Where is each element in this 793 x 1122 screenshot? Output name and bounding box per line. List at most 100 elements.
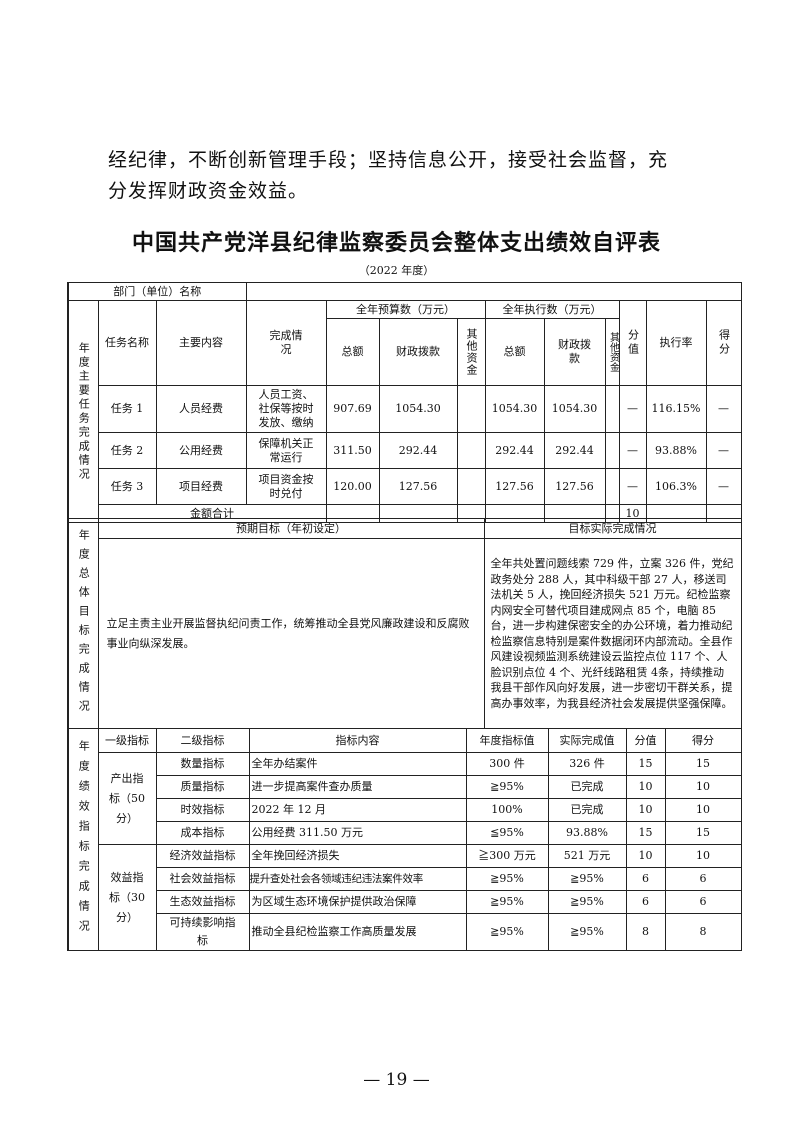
header-budget-other: 其他资金 xyxy=(456,318,486,386)
header-done: 完成情况 xyxy=(245,300,327,386)
target: ≧95% xyxy=(465,913,549,951)
budget-fiscal: 292.44 xyxy=(378,432,458,469)
task-content: 公用经费 xyxy=(155,432,247,469)
dept-value xyxy=(245,282,742,301)
budget-other xyxy=(456,432,486,469)
target: 100% xyxy=(465,798,549,822)
exec-total: 1054.30 xyxy=(484,385,545,433)
goal-table: 年度总体目标完成情况 预期目标（年初设定） 目标实际完成情况 立足主责主业开展监… xyxy=(67,518,742,729)
target: ≧95% xyxy=(465,890,549,914)
section-label-indicators: 年度绩效指标完成情况 xyxy=(67,728,99,951)
header-exec-total: 总额 xyxy=(484,318,545,386)
task-name: 任务 1 xyxy=(97,385,157,433)
indicator-row: 社会效益指标 提升查处社会各领域违纪违法案件效率 ≧95% ≧95% 6 6 xyxy=(68,867,742,891)
budget-fiscal: 1054.30 xyxy=(378,385,458,433)
exec-rate: 106.3% xyxy=(645,468,707,505)
task-done: 项目资金按时兑付 xyxy=(245,468,327,505)
score: — xyxy=(705,385,742,433)
indicator-content: 为区域生态环境保护提供政治保障 xyxy=(248,890,467,914)
exec-total: 127.56 xyxy=(484,468,545,505)
exec-fiscal: 127.56 xyxy=(543,468,606,505)
header-exec-other: 其他资金 xyxy=(604,318,620,386)
budget-fiscal: 127.56 xyxy=(378,468,458,505)
header-score: 得分 xyxy=(664,728,742,753)
header-exec-fiscal: 财政拨款 xyxy=(543,318,606,386)
target: ≦95% xyxy=(465,821,549,845)
score: 10 xyxy=(664,775,742,799)
budget-total: 907.69 xyxy=(325,385,380,433)
header-score-value: 分值 xyxy=(618,300,647,386)
header-budget: 全年预算数（万元） xyxy=(325,300,486,319)
level2: 质量指标 xyxy=(155,775,250,799)
level2: 时效指标 xyxy=(155,798,250,822)
task-row: 任务 2 公用经费 保障机关正常运行 311.50 292.44 292.44 … xyxy=(68,432,742,469)
exec-fiscal: 292.44 xyxy=(543,432,606,469)
indicator-content: 全年挽回经济损失 xyxy=(248,844,467,868)
header-budget-fiscal: 财政拨款 xyxy=(378,318,458,386)
task-done: 保障机关正常运行 xyxy=(245,432,327,469)
task-content: 项目经费 xyxy=(155,468,247,505)
actual: ≧95% xyxy=(547,890,627,914)
header-indicator-content: 指标内容 xyxy=(248,728,467,753)
header-content: 主要内容 xyxy=(155,300,247,386)
score-value: 10 xyxy=(625,798,666,822)
score: — xyxy=(705,432,742,469)
indicator-content: 公用经费 311.50 万元 xyxy=(248,821,467,845)
actual: 已完成 xyxy=(547,775,627,799)
actual: 93.88% xyxy=(547,821,627,845)
task-name: 任务 2 xyxy=(97,432,157,469)
score-value: 6 xyxy=(625,867,666,891)
task-name: 任务 3 xyxy=(97,468,157,505)
header-task: 任务名称 xyxy=(97,300,157,386)
exec-other xyxy=(604,468,620,505)
budget-other xyxy=(456,468,486,505)
group-benefit: 效益指标（30分） xyxy=(97,844,157,951)
actual: 326 件 xyxy=(547,752,627,776)
score-value: 6 xyxy=(625,890,666,914)
indicator-row: 可持续影响指标 推动全县纪检监察工作高质量发展 ≧95% ≧95% 8 8 xyxy=(68,913,742,951)
dept-label: 部门（单位）名称 xyxy=(66,282,247,301)
exec-rate: 93.88% xyxy=(645,432,707,469)
document-title: 中国共产党洋县纪律监察委员会整体支出绩效自评表 xyxy=(131,230,661,256)
exec-fiscal: 1054.30 xyxy=(543,385,606,433)
indicator-row: 成本指标 公用经费 311.50 万元 ≦95% 93.88% 15 15 xyxy=(68,821,742,845)
indicator-row: 效益指标（30分） 经济效益指标 全年挽回经济损失 ≧300 万元 521 万元 10 1… xyxy=(68,844,742,951)
actual: ≧95% xyxy=(547,913,627,951)
level2: 生态效益指标 xyxy=(155,890,250,914)
actual: 已完成 xyxy=(547,798,627,822)
level2: 社会效益指标 xyxy=(155,867,250,891)
actual: 521 万元 xyxy=(547,844,627,868)
indicator-table: 年度绩效指标完成情况 一级指标 二级指标 指标内容 年度指标值 实际完成值 分值… xyxy=(67,728,742,951)
score: — xyxy=(705,468,742,505)
header-goal: 预期目标（年初设定） xyxy=(97,518,485,539)
score-value: 8 xyxy=(625,913,666,951)
indicator-content: 全年办结案件 xyxy=(248,752,467,776)
task-table: 部门（单位）名称 年度主要任务完成情况 任务名称 主要内容 完成情况 全年预算数… xyxy=(66,282,742,523)
actual-text: 全年共处置问题线索 729 件，立案 326 件，党纪政务处分 288 人，其中… xyxy=(483,538,742,729)
indicator-content: 推动全县纪检监察工作高质量发展 xyxy=(248,913,467,951)
target: ≧300 万元 xyxy=(465,844,549,868)
score: 15 xyxy=(664,752,742,776)
target: ≧95% xyxy=(465,775,549,799)
indicator-row: 时效指标 2022 年 12 月 100% 已完成 10 10 xyxy=(68,798,742,822)
indicator-content: 提升查处社会各领域违纪违法案件效率 xyxy=(248,867,467,891)
exec-other xyxy=(604,432,620,469)
score-value: — xyxy=(618,468,647,505)
header-level2: 二级指标 xyxy=(155,728,250,753)
score: 6 xyxy=(664,890,742,914)
header-score: 得分 xyxy=(705,300,742,386)
budget-other xyxy=(456,385,486,433)
level2: 可持续影响指标 xyxy=(155,913,250,951)
score: 15 xyxy=(664,821,742,845)
page-number: — 19 — xyxy=(363,1070,430,1090)
header-level1: 一级指标 xyxy=(97,728,157,753)
exec-total: 292.44 xyxy=(484,432,545,469)
indicator-content: 进一步提高案件查办质量 xyxy=(248,775,467,799)
goal-text: 立足主责主业开展监督执纪问责工作，统筹推动全县党风廉政建设和反腐败事业向纵深发展… xyxy=(97,538,485,729)
indicator-row: 质量指标 进一步提高案件查办质量 ≧95% 已完成 10 10 xyxy=(68,775,742,799)
budget-total: 120.00 xyxy=(325,468,380,505)
score-value: 15 xyxy=(625,752,666,776)
indicator-row: 生态效益指标 为区域生态环境保护提供政治保障 ≧95% ≧95% 6 6 xyxy=(68,890,742,914)
header-rate: 执行率 xyxy=(645,300,707,386)
indicator-content: 2022 年 12 月 xyxy=(248,798,467,822)
